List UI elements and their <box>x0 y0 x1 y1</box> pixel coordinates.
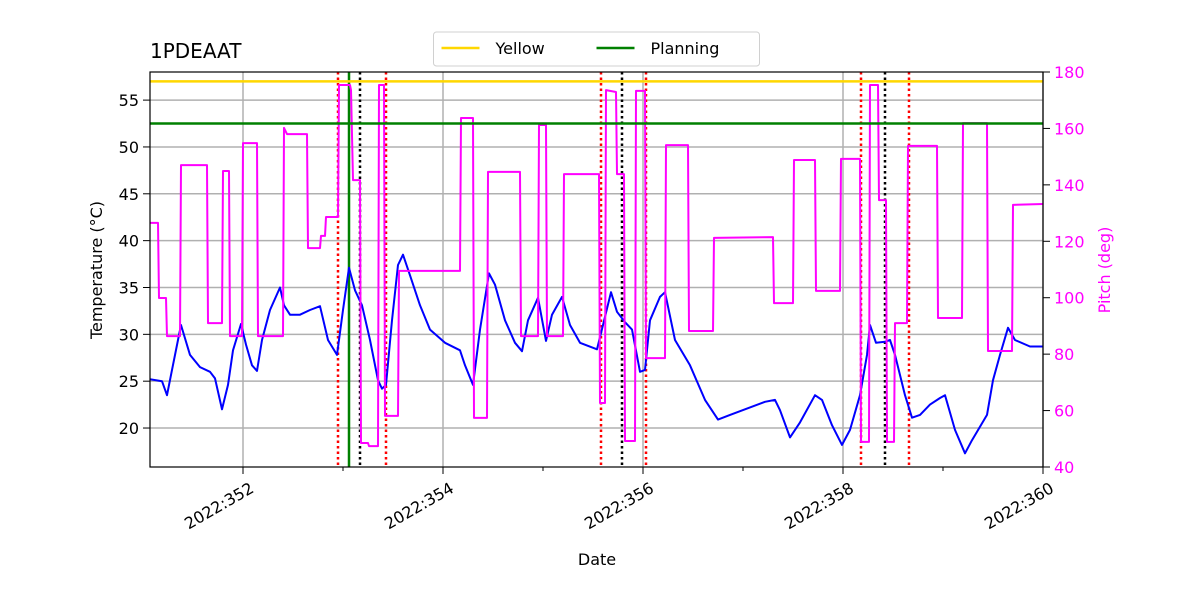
y2-tick-label: 120 <box>1054 232 1085 251</box>
y2-tick-label: 60 <box>1054 402 1074 421</box>
data-line <box>150 84 1043 448</box>
legend-label: Yellow <box>495 39 545 58</box>
y2-axis-label: Pitch (deg) <box>1095 227 1114 314</box>
y-tick-label: 55 <box>119 91 139 110</box>
y-tick-label: 40 <box>119 232 139 251</box>
y2-tick-label: 100 <box>1054 289 1085 308</box>
y2-tick-label: 40 <box>1054 458 1074 477</box>
y2-tick-label: 160 <box>1054 119 1085 138</box>
y2-tick-label: 140 <box>1054 176 1085 195</box>
legend-label: Planning <box>651 39 720 58</box>
plot-frame <box>149 71 1044 468</box>
x-axis-label: Date <box>578 550 616 569</box>
y-tick-label: 25 <box>119 372 139 391</box>
y2-tick-label: 80 <box>1054 345 1074 364</box>
y-axis-label: Temperature (°C) <box>87 201 106 340</box>
y2-tick-label: 180 <box>1054 63 1085 82</box>
y-tick-label: 35 <box>119 278 139 297</box>
y-tick-label: 20 <box>119 419 139 438</box>
y-tick-label: 50 <box>119 138 139 157</box>
y-tick-label: 45 <box>119 185 139 204</box>
plot-area <box>150 72 1043 467</box>
chart-title: 1PDEAAT <box>150 39 242 63</box>
legend: Yellow Planning <box>433 31 760 67</box>
y-tick-label: 30 <box>119 325 139 344</box>
